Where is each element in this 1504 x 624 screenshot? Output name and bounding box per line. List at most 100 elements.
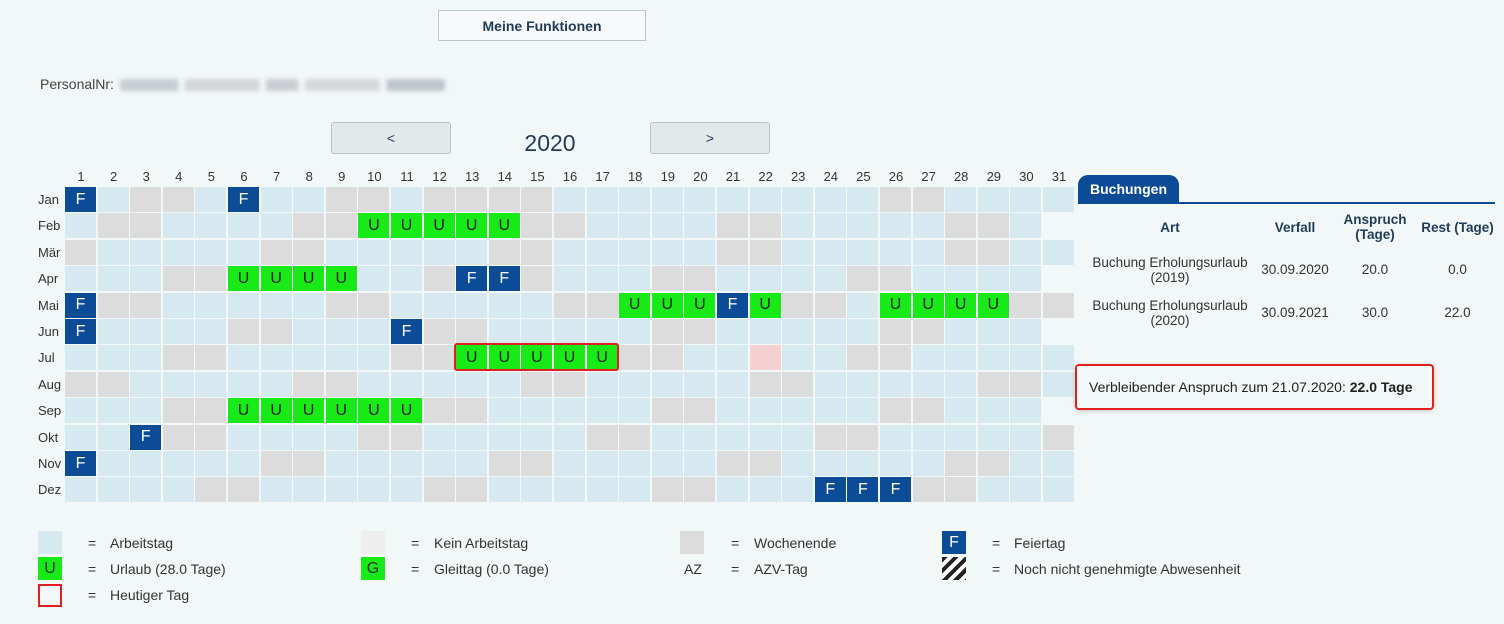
previous-year-button[interactable]: <: [331, 122, 451, 154]
calendar-day[interactable]: [97, 292, 129, 318]
calendar-day[interactable]: [717, 424, 748, 450]
calendar-day[interactable]: [130, 292, 162, 318]
calendar-day[interactable]: [945, 187, 977, 212]
calendar-day[interactable]: [977, 477, 1009, 503]
calendar-day[interactable]: [1010, 398, 1042, 424]
calendar-day[interactable]: [782, 398, 814, 424]
calendar-day[interactable]: [880, 239, 911, 265]
calendar-day[interactable]: [619, 371, 651, 397]
calendar-day[interactable]: [554, 477, 585, 503]
calendar-day[interactable]: [130, 239, 162, 265]
calendar-day[interactable]: [586, 451, 618, 476]
calendar-day[interactable]: [228, 477, 259, 503]
calendar-day[interactable]: [1010, 187, 1042, 212]
calendar-day[interactable]: [130, 451, 162, 476]
calendar-day[interactable]: [684, 371, 716, 397]
calendar-day[interactable]: F: [488, 266, 520, 292]
calendar-day[interactable]: [162, 187, 194, 212]
calendar-day[interactable]: [651, 371, 683, 397]
calendar-day[interactable]: [586, 213, 618, 239]
calendar-day[interactable]: [293, 477, 325, 503]
calendar-day[interactable]: [391, 424, 422, 450]
calendar-day[interactable]: [847, 187, 879, 212]
calendar-day[interactable]: [814, 292, 846, 318]
calendar-day[interactable]: [880, 345, 911, 371]
calendar-day[interactable]: [358, 292, 390, 318]
calendar-day[interactable]: [97, 477, 129, 503]
calendar-day[interactable]: [717, 319, 748, 344]
calendar-day[interactable]: [456, 319, 488, 344]
calendar-day[interactable]: [260, 319, 292, 344]
calendar-day[interactable]: [782, 266, 814, 292]
calendar-day[interactable]: [619, 345, 651, 371]
calendar-day[interactable]: [162, 424, 194, 450]
calendar-day[interactable]: [325, 213, 357, 239]
calendar-day[interactable]: [586, 371, 618, 397]
calendar-day[interactable]: U: [228, 398, 259, 424]
calendar-day[interactable]: U: [749, 292, 781, 318]
calendar-day[interactable]: [945, 239, 977, 265]
calendar-day[interactable]: [456, 371, 488, 397]
calendar-day[interactable]: [749, 213, 781, 239]
calendar-day[interactable]: [847, 239, 879, 265]
calendar-day[interactable]: [521, 213, 553, 239]
calendar-day[interactable]: [586, 266, 618, 292]
calendar-day[interactable]: [97, 187, 129, 212]
calendar-day[interactable]: F: [65, 187, 96, 212]
calendar-day[interactable]: [782, 451, 814, 476]
calendar-day[interactable]: [619, 424, 651, 450]
calendar-day[interactable]: [1043, 239, 1074, 265]
calendar-day[interactable]: [1043, 477, 1074, 503]
calendar-day[interactable]: [195, 345, 227, 371]
calendar-day[interactable]: [65, 213, 96, 239]
calendar-day[interactable]: [554, 424, 585, 450]
calendar-day[interactable]: [684, 477, 716, 503]
calendar-day[interactable]: [717, 451, 748, 476]
calendar-day[interactable]: [977, 451, 1009, 476]
calendar-day[interactable]: [228, 213, 259, 239]
calendar-day[interactable]: F: [65, 292, 96, 318]
calendar-day[interactable]: [391, 451, 422, 476]
calendar-day[interactable]: U: [423, 213, 455, 239]
calendar-day[interactable]: [586, 398, 618, 424]
calendar-day[interactable]: [423, 424, 455, 450]
calendar-day[interactable]: [1010, 451, 1042, 476]
calendar-day[interactable]: [195, 187, 227, 212]
calendar-day[interactable]: [586, 239, 618, 265]
calendar-day[interactable]: [619, 187, 651, 212]
calendar-day[interactable]: [423, 451, 455, 476]
calendar-day[interactable]: U: [456, 213, 488, 239]
calendar-day[interactable]: [554, 292, 585, 318]
calendar-day[interactable]: [619, 213, 651, 239]
calendar-day[interactable]: [325, 345, 357, 371]
calendar-day[interactable]: [65, 266, 96, 292]
calendar-day[interactable]: U: [358, 213, 390, 239]
calendar-day[interactable]: [782, 187, 814, 212]
calendar-day[interactable]: [782, 213, 814, 239]
calendar-day[interactable]: [293, 451, 325, 476]
calendar-day[interactable]: [749, 451, 781, 476]
calendar-day[interactable]: U: [521, 345, 553, 371]
calendar-day[interactable]: [391, 292, 422, 318]
calendar-day[interactable]: [65, 371, 96, 397]
calendar-day[interactable]: [651, 345, 683, 371]
calendar-day[interactable]: [717, 187, 748, 212]
calendar-day[interactable]: [358, 371, 390, 397]
calendar-day[interactable]: [456, 292, 488, 318]
calendar-day[interactable]: [293, 187, 325, 212]
calendar-day[interactable]: [945, 371, 977, 397]
calendar-day[interactable]: [717, 266, 748, 292]
calendar-day[interactable]: [325, 292, 357, 318]
calendar-day[interactable]: [1010, 424, 1042, 450]
calendar-day[interactable]: [391, 187, 422, 212]
calendar-day[interactable]: [358, 424, 390, 450]
calendar-day[interactable]: [423, 477, 455, 503]
calendar-day[interactable]: [847, 266, 879, 292]
calendar-day[interactable]: [228, 292, 259, 318]
calendar-day[interactable]: [521, 424, 553, 450]
calendar-day[interactable]: U: [325, 398, 357, 424]
calendar-day[interactable]: [293, 319, 325, 344]
calendar-day[interactable]: [456, 398, 488, 424]
calendar-day[interactable]: [717, 239, 748, 265]
calendar-day[interactable]: [651, 424, 683, 450]
